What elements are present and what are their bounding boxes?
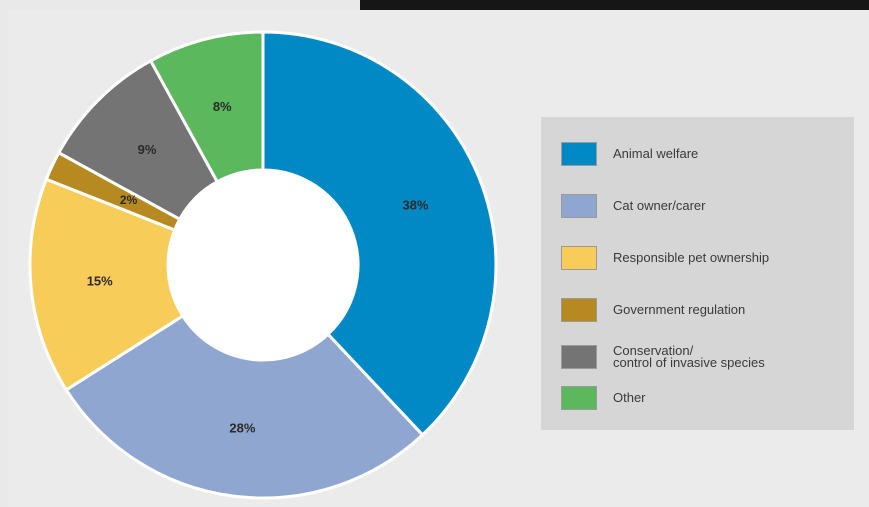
legend-swatch xyxy=(561,386,597,410)
slice-value-label: 28% xyxy=(229,421,255,436)
legend-label: Animal welfare xyxy=(613,146,699,161)
legend-label: Conservation/ control of invasive specie… xyxy=(613,343,765,370)
legend-swatch xyxy=(561,194,597,218)
legend-item-responsible-pet-ownership: Responsible pet ownership xyxy=(561,243,851,273)
slice-value-label: 2% xyxy=(120,193,138,207)
legend-label: Cat owner/carer xyxy=(613,198,706,213)
donut-slice xyxy=(28,177,185,392)
slice-value-label: 8% xyxy=(213,99,232,114)
legend-item-government-regulation: Government regulation xyxy=(561,295,851,325)
legend-label: Other xyxy=(613,390,646,405)
legend-swatch xyxy=(561,142,597,166)
legend-swatch xyxy=(561,246,597,270)
legend-item-animal-welfare: Animal welfare xyxy=(561,139,851,169)
legend-label: Government regulation xyxy=(613,302,746,317)
donut-chart: 38% 28% 15% 2% 9% 8% xyxy=(28,30,498,500)
legend-swatch xyxy=(561,345,597,369)
legend-label: Responsible pet ownership xyxy=(613,250,770,265)
slice-value-label: 38% xyxy=(402,198,428,213)
slice-value-label: 15% xyxy=(87,273,113,288)
slice-value-label: 9% xyxy=(138,142,157,157)
legend: Animal welfare Cat owner/carer Responsib… xyxy=(541,117,854,430)
legend-item-cat-owner: Cat owner/carer xyxy=(561,191,851,221)
legend-item-other: Other xyxy=(561,383,851,413)
donut-hole xyxy=(168,170,358,360)
legend-swatch xyxy=(561,298,597,322)
donut-slice xyxy=(64,313,425,500)
legend-item-conservation: Conservation/ control of invasive specie… xyxy=(561,339,851,375)
